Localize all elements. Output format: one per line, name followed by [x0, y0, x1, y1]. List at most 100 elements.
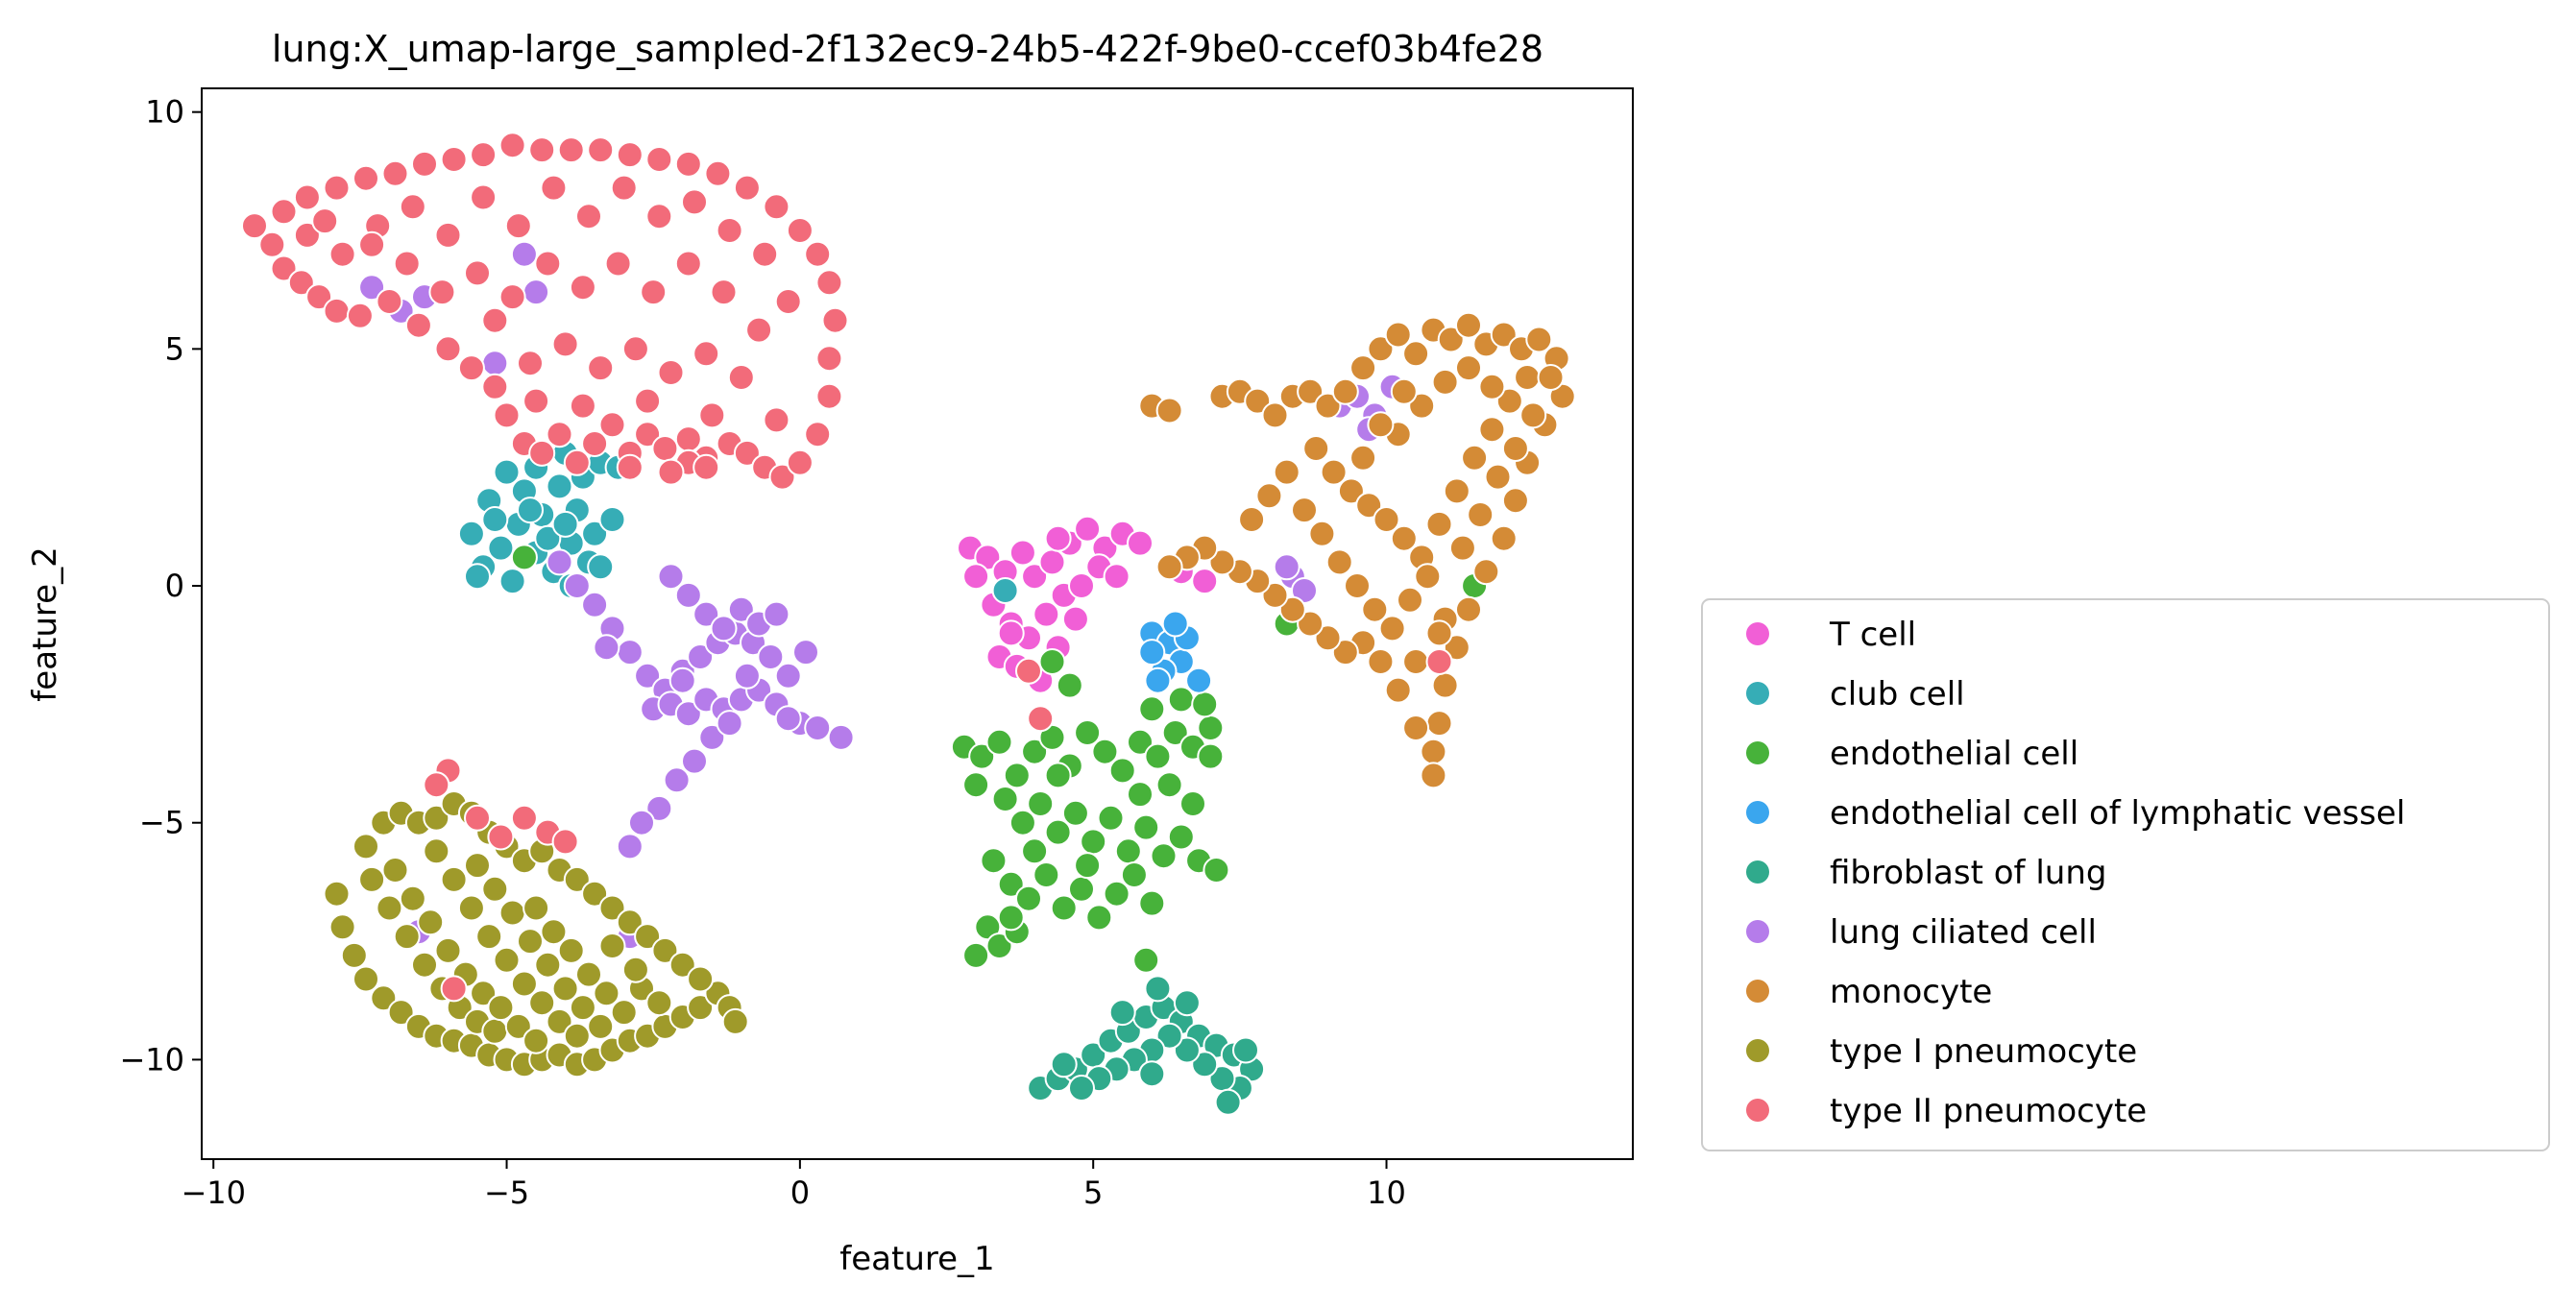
data-point [1297, 610, 1324, 638]
data-point [563, 865, 591, 893]
legend: T cell club cell endothelial cell endotheli… [1701, 598, 2550, 1151]
y-tick-label: 0 [165, 568, 184, 604]
data-point [404, 311, 432, 339]
data-point [581, 430, 609, 457]
data-point [763, 406, 790, 434]
data-point [1009, 539, 1036, 567]
data-point [1138, 639, 1166, 666]
data-point [1297, 377, 1324, 405]
data-point [551, 828, 579, 856]
data-point [1373, 506, 1400, 533]
data-point [1127, 529, 1154, 557]
data-point [1291, 497, 1318, 524]
data-point [540, 174, 568, 202]
plot-area-frame [201, 87, 1634, 1160]
legend-label: type II pneumocyte [1830, 1092, 2147, 1130]
x-tick-label: −10 [181, 1175, 246, 1211]
data-point [1050, 894, 1078, 922]
data-point [493, 458, 521, 486]
data-point [358, 230, 386, 258]
data-point [645, 146, 673, 173]
data-point [376, 288, 403, 315]
data-point [411, 951, 438, 979]
data-point [428, 279, 456, 306]
x-axis-label: feature_1 [839, 1240, 994, 1278]
data-point [1261, 581, 1289, 609]
data-point [1238, 506, 1266, 533]
data-point [1525, 326, 1553, 353]
data-point [1044, 524, 1072, 552]
data-point [1197, 715, 1225, 741]
data-point [1191, 1051, 1219, 1078]
data-point [534, 250, 562, 278]
legend-item: type I pneumocyte [1746, 1032, 2137, 1071]
data-point [1331, 377, 1359, 405]
data-point [569, 274, 596, 302]
series-6 [1138, 311, 1576, 789]
data-point [540, 918, 568, 946]
data-point [1044, 762, 1072, 789]
data-point [1021, 837, 1049, 865]
data-point [681, 188, 708, 216]
data-point [1021, 738, 1049, 765]
series-7 [323, 790, 749, 1078]
data-point [1161, 719, 1189, 746]
data-point [651, 936, 679, 964]
data-point [493, 946, 521, 974]
data-point [674, 700, 702, 728]
data-point [411, 150, 438, 178]
data-point [1050, 1051, 1078, 1078]
data-point [1038, 548, 1066, 576]
data-point [763, 193, 790, 221]
data-point [1443, 477, 1470, 505]
data-point [1021, 563, 1049, 591]
data-point [1273, 458, 1300, 486]
data-point [522, 279, 550, 306]
data-point [621, 335, 649, 363]
y-axis-ticks: 10 5 0 −5 −10 [119, 94, 202, 1078]
data-point [587, 553, 615, 581]
data-point [1273, 553, 1300, 581]
legend-label: monocyte [1830, 973, 1992, 1011]
data-point [346, 302, 374, 329]
data-point [745, 316, 773, 344]
data-point [1431, 368, 1459, 396]
legend-item: lung ciliated cell [1746, 913, 2097, 952]
series-8 [241, 132, 1453, 1003]
data-point [704, 159, 732, 187]
data-point [387, 999, 415, 1027]
data-point [1514, 364, 1542, 391]
data-point [575, 203, 602, 230]
data-point [710, 279, 738, 306]
data-point [1038, 648, 1066, 675]
data-point [1467, 501, 1495, 528]
data-point [241, 212, 268, 240]
data-point [1074, 719, 1102, 746]
data-point [1138, 695, 1166, 723]
data-point [1091, 738, 1119, 765]
data-point [751, 240, 779, 268]
data-point [1114, 837, 1142, 865]
data-point [657, 563, 685, 591]
data-point [381, 857, 409, 884]
data-point [1027, 790, 1055, 817]
data-point [1355, 492, 1383, 520]
data-point [1490, 524, 1518, 552]
data-point [464, 852, 491, 880]
data-point [557, 936, 585, 964]
data-point [1455, 311, 1482, 339]
data-point [668, 666, 696, 694]
data-point [1331, 639, 1359, 666]
data-point [440, 975, 468, 1003]
series-3 [1138, 610, 1213, 694]
x-tick-label: −5 [484, 1175, 529, 1211]
data-point [457, 894, 485, 922]
data-point [1390, 377, 1418, 405]
data-point [997, 619, 1025, 647]
data-point [1414, 563, 1442, 591]
data-point [1074, 852, 1102, 880]
data-point [1349, 354, 1377, 382]
data-point [821, 306, 849, 334]
data-point [1302, 435, 1330, 462]
data-point [498, 283, 526, 311]
